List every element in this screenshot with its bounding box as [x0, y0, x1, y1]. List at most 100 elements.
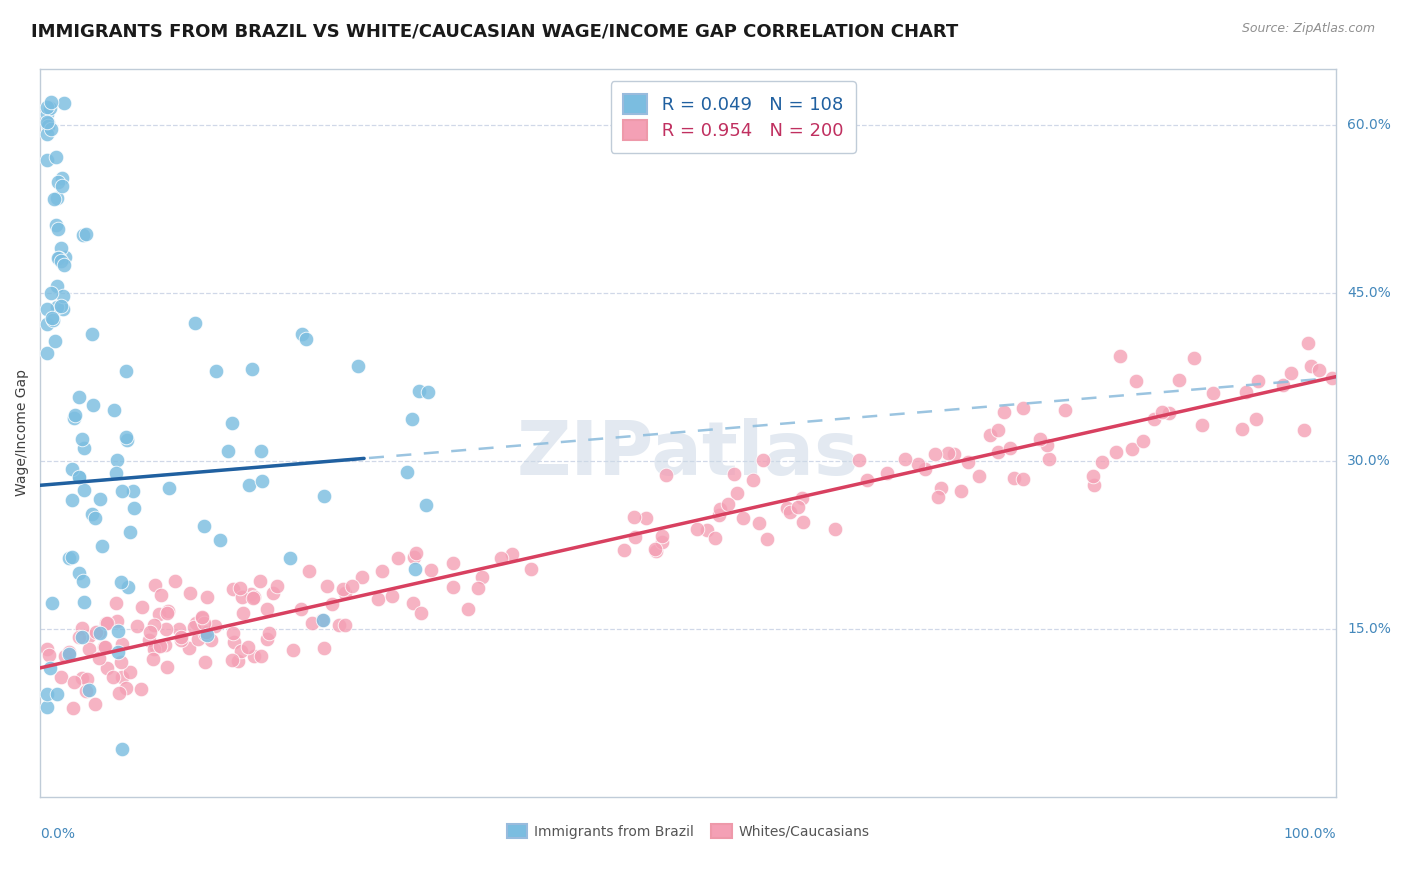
Point	[89, 626, 111, 640]
Point	[45, 300, 67, 314]
Text: 0.0%: 0.0%	[41, 827, 75, 841]
Point	[107, 645, 129, 659]
Point	[145, 640, 167, 654]
Point	[792, 515, 814, 529]
Point	[415, 498, 437, 512]
Point	[194, 627, 217, 641]
Point	[197, 591, 219, 605]
Point	[709, 502, 731, 516]
Point	[155, 622, 177, 636]
Point	[67, 566, 90, 580]
Point	[232, 606, 254, 620]
Point	[183, 620, 205, 634]
Point	[927, 490, 949, 504]
Point	[404, 562, 426, 576]
Point	[1152, 405, 1174, 419]
Point	[48, 222, 70, 236]
Point	[894, 451, 917, 466]
Point	[80, 327, 103, 342]
Point	[96, 616, 118, 631]
Point	[101, 670, 124, 684]
Point	[243, 648, 266, 663]
Point	[1168, 373, 1191, 387]
Point	[67, 469, 90, 483]
Point	[634, 511, 657, 525]
Point	[1053, 403, 1076, 417]
Point	[139, 625, 162, 640]
Point	[51, 670, 73, 684]
Point	[467, 582, 489, 596]
Point	[120, 665, 142, 679]
Point	[60, 550, 83, 565]
Point	[998, 441, 1021, 455]
Point	[148, 607, 170, 621]
Point	[993, 405, 1015, 419]
Point	[787, 500, 810, 514]
Point	[37, 116, 59, 130]
Point	[153, 638, 176, 652]
Point	[51, 299, 73, 313]
Point	[779, 506, 801, 520]
Point	[131, 599, 153, 614]
Point	[332, 582, 354, 596]
Point	[236, 640, 259, 655]
Point	[333, 586, 356, 600]
Point	[193, 615, 215, 630]
Point	[924, 447, 946, 461]
Point	[1002, 471, 1025, 485]
Point	[623, 509, 645, 524]
Point	[347, 359, 370, 374]
Point	[39, 121, 62, 136]
Point	[35, 687, 58, 701]
Point	[489, 550, 512, 565]
Point	[39, 661, 62, 675]
Point	[613, 543, 636, 558]
Point	[42, 313, 65, 327]
Point	[35, 301, 58, 316]
Point	[104, 596, 127, 610]
Point	[1036, 438, 1059, 452]
Point	[1279, 366, 1302, 380]
Point	[405, 546, 427, 560]
Point	[179, 586, 201, 600]
Point	[93, 640, 115, 655]
Point	[48, 251, 70, 265]
Point	[342, 579, 364, 593]
Point	[114, 681, 136, 696]
Point	[53, 250, 76, 264]
Point	[655, 467, 678, 482]
Point	[83, 510, 105, 524]
Point	[298, 564, 321, 578]
Point	[156, 604, 179, 618]
Point	[733, 511, 755, 525]
Point	[1038, 452, 1060, 467]
Point	[87, 651, 110, 665]
Point	[111, 741, 134, 756]
Point	[150, 588, 173, 602]
Point	[52, 301, 75, 316]
Point	[142, 652, 165, 666]
Point	[105, 615, 128, 629]
Point	[35, 700, 58, 714]
Point	[402, 596, 425, 610]
Point	[651, 529, 673, 543]
Point	[35, 318, 58, 332]
Point	[240, 587, 263, 601]
Point	[686, 522, 709, 536]
Point	[262, 586, 284, 600]
Point	[221, 417, 243, 431]
Point	[51, 170, 73, 185]
Point	[41, 310, 63, 325]
Point	[143, 577, 166, 591]
Point	[193, 519, 215, 533]
Point	[1132, 434, 1154, 448]
Point	[127, 619, 149, 633]
Point	[77, 682, 100, 697]
Point	[72, 442, 94, 456]
Point	[645, 544, 668, 558]
Point	[1191, 417, 1213, 432]
Point	[519, 562, 541, 576]
Point	[156, 660, 179, 674]
Point	[70, 621, 93, 635]
Point	[44, 192, 66, 206]
